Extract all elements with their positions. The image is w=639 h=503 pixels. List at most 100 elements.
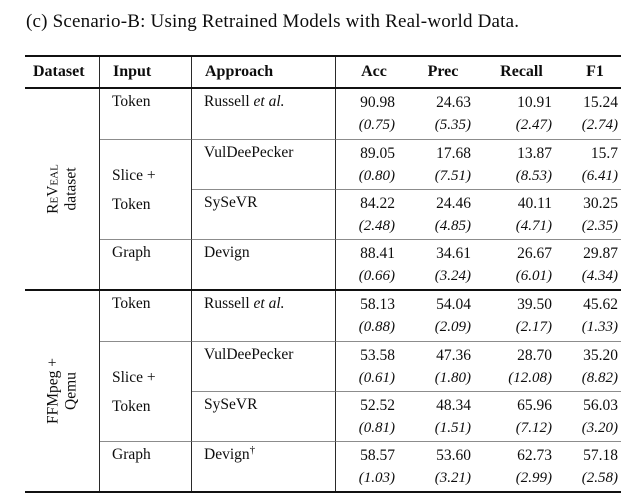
- prec-value: 34.61: [436, 245, 471, 262]
- approach-name: Devign: [204, 244, 250, 261]
- acc-cell: 58.57 (1.03): [336, 441, 398, 491]
- input-label-line2: Token: [112, 397, 151, 415]
- f1-value: 30.25: [583, 195, 618, 212]
- input-cell-span: Slice + Token: [100, 139, 192, 239]
- dataset-label-reveal: ReVeal dataset: [45, 164, 80, 214]
- recall-std: (6.01): [515, 268, 552, 284]
- dataset-label-ffmpeg-qemu: FFMpeg + Qemu: [45, 358, 80, 424]
- f1-cell: 29.87 (4.34): [555, 239, 621, 289]
- prec-value: 48.34: [436, 397, 471, 414]
- approach-name: Devign: [204, 446, 250, 463]
- acc-std: (0.66): [358, 268, 395, 284]
- acc-std: (0.75): [358, 117, 395, 133]
- input-cell-span: Slice + Token: [100, 341, 192, 441]
- acc-cell: 89.05 (0.80): [336, 139, 398, 189]
- approach-dagger: †: [249, 443, 256, 456]
- recall-std: (2.17): [515, 319, 552, 335]
- prec-std: (3.21): [434, 470, 471, 486]
- acc-cell: 84.22 (2.48): [336, 189, 398, 239]
- f1-cell: 35.20 (8.82): [555, 341, 621, 391]
- recall-std: (8.53): [515, 168, 552, 184]
- dataset-label-cell: FFMpeg + Qemu: [25, 291, 100, 491]
- recall-cell: 26.67 (6.01): [474, 239, 555, 289]
- recall-cell: 40.11 (4.71): [474, 189, 555, 239]
- prec-cell: 24.46 (4.85): [398, 189, 474, 239]
- f1-value: 45.62: [583, 296, 618, 313]
- f1-value: 15.7: [590, 145, 618, 162]
- approach-name: VulDeePecker: [204, 346, 294, 363]
- prec-cell: 54.04 (2.09): [398, 291, 474, 341]
- f1-cell: 15.7 (6.41): [555, 139, 621, 189]
- input-label: Graph: [112, 446, 151, 463]
- recall-value: 28.70: [517, 347, 552, 364]
- header-recall: Recall: [500, 63, 543, 80]
- acc-std: (0.61): [358, 370, 395, 386]
- acc-cell: 52.52 (0.81): [336, 391, 398, 441]
- f1-std: (2.35): [581, 218, 618, 234]
- prec-value: 24.46: [436, 195, 471, 212]
- prec-value: 54.04: [436, 296, 471, 313]
- approach-name: Russell: [204, 295, 254, 312]
- acc-std: (0.88): [358, 319, 395, 335]
- recall-cell: 13.87 (8.53): [474, 139, 555, 189]
- input-label-line2: Token: [112, 195, 151, 213]
- recall-std: (2.99): [515, 470, 552, 486]
- acc-std: (0.81): [358, 420, 395, 436]
- prec-std: (4.85): [434, 218, 471, 234]
- f1-std: (4.34): [581, 268, 618, 284]
- acc-cell: 53.58 (0.61): [336, 341, 398, 391]
- approach-cell: Russell et al.: [192, 291, 336, 341]
- approach-name: SySeVR: [204, 396, 258, 413]
- f1-std: (8.82): [581, 370, 618, 386]
- acc-value: 89.05: [360, 145, 395, 162]
- approach-cell: SySeVR: [192, 391, 336, 441]
- approach-cell: Russell et al.: [192, 89, 336, 139]
- approach-name: Russell: [204, 93, 254, 110]
- section-reveal: ReVeal dataset Token Russell et al. 90.9…: [25, 89, 621, 291]
- approach-cell: Devign: [192, 239, 336, 289]
- dataset-line-1: ReVeal: [44, 164, 62, 214]
- prec-cell: 48.34 (1.51): [398, 391, 474, 441]
- prec-std: (5.35): [434, 117, 471, 133]
- dataset-label-cell: ReVeal dataset: [25, 89, 100, 289]
- prec-cell: 17.68 (7.51): [398, 139, 474, 189]
- table-caption: (c) Scenario-B: Using Retrained Models w…: [26, 11, 520, 32]
- acc-value: 88.41: [360, 245, 395, 262]
- acc-cell: 88.41 (0.66): [336, 239, 398, 289]
- f1-cell: 57.18 (2.58): [555, 441, 621, 491]
- f1-value: 35.20: [583, 347, 618, 364]
- prec-cell: 47.36 (1.80): [398, 341, 474, 391]
- header-acc: Acc: [361, 63, 387, 80]
- acc-std: (1.03): [358, 470, 395, 486]
- prec-cell: 53.60 (3.21): [398, 441, 474, 491]
- f1-cell: 45.62 (1.33): [555, 291, 621, 341]
- acc-value: 58.13: [360, 296, 395, 313]
- recall-value: 10.91: [517, 94, 552, 111]
- input-label: Token: [112, 93, 151, 110]
- approach-cell: SySeVR: [192, 189, 336, 239]
- recall-value: 26.67: [517, 245, 552, 262]
- prec-std: (1.51): [434, 420, 471, 436]
- prec-std: (2.09): [434, 319, 471, 335]
- acc-value: 90.98: [360, 94, 395, 111]
- recall-cell: 65.96 (7.12): [474, 391, 555, 441]
- header-prec: Prec: [427, 63, 459, 80]
- table-header-row: Dataset Input Approach Acc Prec Recall F…: [25, 57, 621, 89]
- input-label-line1: Slice +: [112, 368, 156, 386]
- acc-cell: 58.13 (0.88): [336, 291, 398, 341]
- approach-etal: et al.: [253, 93, 285, 110]
- acc-std: (2.48): [358, 218, 395, 234]
- recall-value: 39.50: [517, 296, 552, 313]
- header-f1: F1: [586, 63, 604, 80]
- prec-std: (7.51): [434, 168, 471, 184]
- recall-value: 40.11: [517, 195, 552, 212]
- approach-cell: VulDeePecker: [192, 341, 336, 391]
- dataset-line-2: Qemu: [62, 372, 79, 410]
- recall-cell: 39.50 (2.17): [474, 291, 555, 341]
- input-label-line1: Slice +: [112, 166, 156, 184]
- f1-std: (2.58): [581, 470, 618, 486]
- approach-name: VulDeePecker: [204, 144, 294, 161]
- header-dataset: Dataset: [25, 57, 100, 87]
- f1-cell: 56.03 (3.20): [555, 391, 621, 441]
